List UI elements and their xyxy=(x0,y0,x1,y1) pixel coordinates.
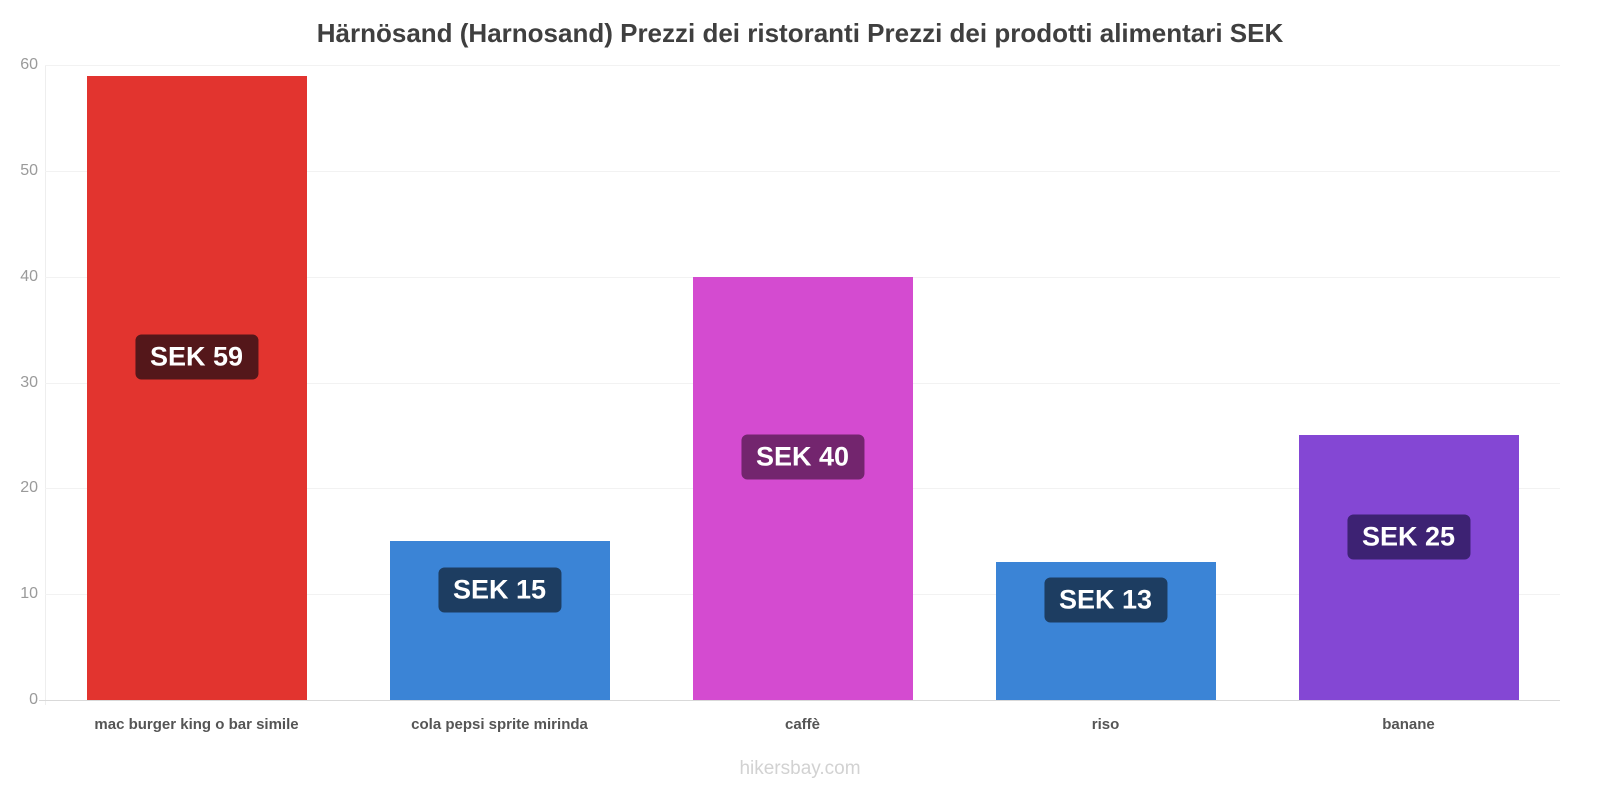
x-axis-label: caffè xyxy=(784,716,821,733)
x-axis-label: mac burger king o bar simile xyxy=(94,716,299,733)
y-axis-tick-label: 50 xyxy=(20,161,38,179)
bar xyxy=(389,541,610,700)
x-axis-label: banane xyxy=(1382,716,1435,733)
y-axis-tick-label: 30 xyxy=(20,373,38,391)
bar xyxy=(1298,435,1519,700)
watermark: hikersbay.com xyxy=(739,758,861,779)
gridline xyxy=(45,700,1560,701)
bar-value-label: SEK 25 xyxy=(1346,514,1471,560)
chart-title: Härnösand (Harnosand) Prezzi dei ristora… xyxy=(316,18,1284,48)
y-axis-tick-label: 20 xyxy=(20,479,38,497)
y-axis-tick-label: 40 xyxy=(20,267,38,285)
bar-value-label: SEK 15 xyxy=(437,567,562,613)
gridline xyxy=(45,170,1560,172)
bar-value-label: SEK 59 xyxy=(134,334,259,380)
y-axis-line xyxy=(45,65,46,705)
gridline xyxy=(45,65,1560,66)
bar-value-label: SEK 40 xyxy=(740,434,865,480)
y-axis-tick-label: 60 xyxy=(20,56,38,73)
bar xyxy=(86,75,307,700)
bar xyxy=(692,276,913,700)
axis-tick xyxy=(39,700,45,701)
y-axis-tick-label: 10 xyxy=(20,585,38,603)
bar-value-label: SEK 13 xyxy=(1043,577,1168,623)
plot-area: SEK 59 SEK 15 SEK 40 SEK 13 SEK 25 xyxy=(45,65,1560,701)
x-axis-label: cola pepsi sprite mirinda xyxy=(411,716,588,733)
x-axis-label: riso xyxy=(1091,716,1120,733)
y-axis-tick-label: 0 xyxy=(29,691,38,708)
